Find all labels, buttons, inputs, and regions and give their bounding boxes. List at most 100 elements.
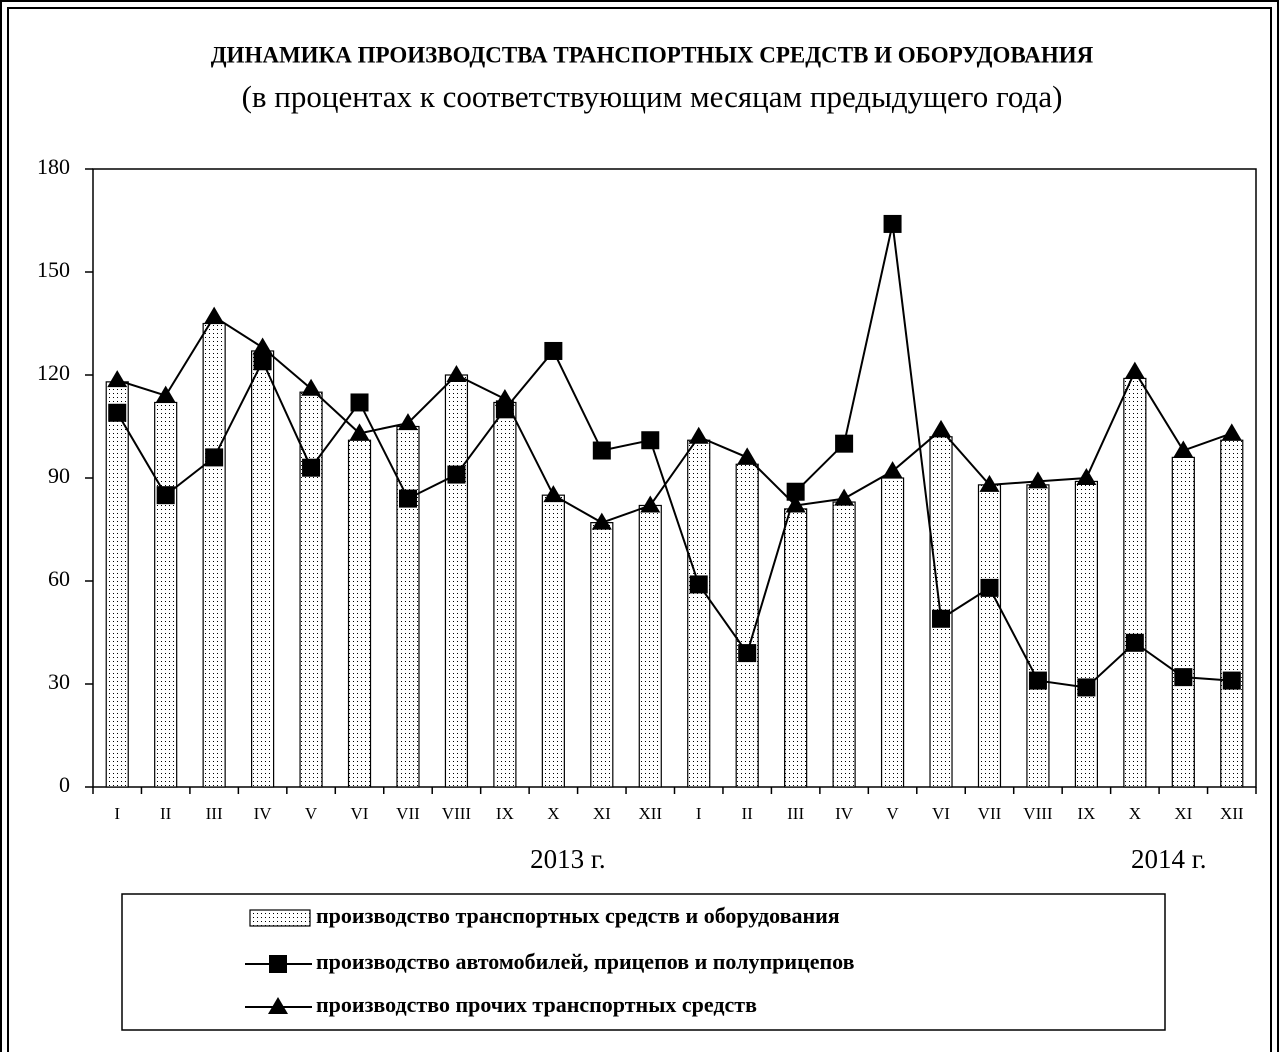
x-tick-label: IV: [835, 804, 854, 823]
x-tick-label: IV: [254, 804, 273, 823]
marker: [1076, 468, 1097, 485]
bar: [1171, 456, 1195, 788]
bar: [251, 350, 275, 788]
chart-subtitle: (в процентах к соответствующим месяцам п…: [242, 79, 1063, 114]
x-tick-label: I: [114, 804, 120, 823]
year-label: 2013 г.: [530, 844, 606, 874]
marker: [350, 393, 369, 412]
marker: [447, 465, 466, 484]
y-tick-label: 120: [37, 360, 70, 385]
x-tick-label: XII: [638, 804, 662, 823]
x-tick-label: VI: [351, 804, 369, 823]
marker: [738, 644, 757, 663]
y-tick-label: 180: [37, 154, 70, 179]
bar: [541, 494, 565, 788]
x-tick-label: XI: [1174, 804, 1192, 823]
y-tick-label: 150: [37, 257, 70, 282]
marker: [544, 341, 563, 360]
legend-label: производство транспортных средств и обор…: [316, 903, 840, 928]
marker: [786, 482, 805, 501]
marker: [446, 365, 467, 382]
x-tick-label: IX: [496, 804, 514, 823]
bar: [493, 401, 517, 788]
x-tick-label: VII: [396, 804, 420, 823]
marker: [301, 378, 322, 396]
marker: [1077, 678, 1096, 697]
marker: [640, 495, 661, 513]
bar: [105, 381, 129, 788]
bar: [977, 484, 1002, 788]
y-tick-label: 60: [48, 566, 70, 591]
bar: [832, 501, 856, 788]
marker: [107, 370, 128, 388]
bar: [638, 504, 662, 788]
bar: [687, 439, 711, 788]
marker: [1124, 361, 1145, 379]
x-tick-label: XII: [1220, 804, 1244, 823]
bar: [590, 522, 614, 788]
marker: [1174, 668, 1193, 687]
bar: [1026, 484, 1050, 788]
marker: [108, 403, 127, 422]
x-tick-label: V: [886, 804, 899, 823]
marker: [641, 431, 660, 450]
marker: [835, 434, 854, 453]
marker: [980, 578, 999, 597]
x-tick-label: II: [160, 804, 172, 823]
legend-label: производство автомобилей, прицепов и пол…: [316, 949, 855, 974]
marker: [253, 352, 272, 371]
bar: [1123, 377, 1147, 788]
marker: [1125, 633, 1144, 652]
x-tick-label: V: [305, 804, 318, 823]
inner-frame: [7, 7, 1272, 1052]
y-tick-label: 90: [48, 463, 70, 488]
marker: [737, 447, 758, 465]
marker: [494, 389, 515, 407]
marker: [349, 423, 370, 441]
x-tick-label: VII: [978, 804, 1002, 823]
y-tick-label: 0: [59, 772, 70, 797]
bar: [347, 439, 372, 788]
marker: [785, 495, 806, 513]
year-label: 2014 г.: [1131, 844, 1207, 874]
marker: [1222, 671, 1241, 690]
x-tick-label: VIII: [1023, 804, 1053, 823]
x-tick-label: XI: [593, 804, 611, 823]
x-tick-label: VI: [932, 804, 950, 823]
bar: [784, 508, 808, 788]
bar: [154, 401, 178, 788]
x-tick-label: IX: [1077, 804, 1095, 823]
line: [116, 223, 1232, 689]
legend-box: [121, 893, 1166, 1031]
bar: [1220, 439, 1244, 788]
marker: [882, 461, 903, 479]
marker: [156, 486, 175, 505]
marker: [398, 489, 417, 508]
marker: [932, 609, 951, 628]
bar: [1074, 480, 1098, 788]
marker: [834, 488, 855, 506]
bar: [880, 477, 905, 788]
chart-title: ДИНАМИКА ПРОИЗВОДСТВА ТРАНСПОРТНЫХ СРЕДС…: [211, 42, 1094, 67]
bar: [444, 374, 469, 788]
marker: [204, 306, 225, 324]
marker: [979, 474, 1000, 492]
marker: [397, 413, 418, 431]
marker: [1028, 671, 1047, 690]
bar: [396, 425, 420, 788]
legend-marker: [268, 997, 288, 1014]
marker: [883, 214, 902, 233]
marker: [1173, 440, 1194, 458]
x-tick-label: VIII: [442, 804, 472, 823]
marker: [302, 458, 321, 477]
marker: [1027, 471, 1048, 489]
marker: [592, 441, 611, 460]
marker: [252, 337, 273, 355]
marker: [205, 448, 224, 467]
legend-swatch: [249, 909, 311, 927]
x-tick-label: X: [547, 804, 559, 823]
x-tick-label: II: [742, 804, 754, 823]
marker: [591, 512, 612, 530]
